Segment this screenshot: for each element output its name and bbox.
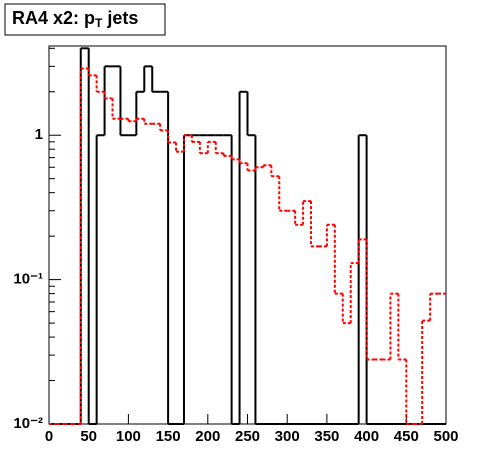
x-tick-label: 400: [354, 428, 379, 445]
y-tick-label: 10⁻¹: [13, 271, 43, 288]
x-tick-label: 300: [275, 428, 300, 445]
x-tick-label: 200: [195, 428, 220, 445]
x-tick-label: 250: [235, 428, 260, 445]
title-part: jets: [102, 8, 138, 28]
y-tick-label: 10⁻²: [13, 415, 43, 432]
x-tick-label: 100: [116, 428, 141, 445]
chart-title: RA4 x2: pT jets: [12, 8, 138, 30]
y-tick-label: 1: [35, 126, 43, 143]
x-tick-label: 0: [45, 428, 53, 445]
title-part: RA4 x2: p: [12, 8, 95, 28]
x-tick-label: 450: [394, 428, 419, 445]
title-box: [4, 3, 166, 36]
x-tick-label: 500: [433, 428, 458, 445]
x-tick-label: 350: [314, 428, 339, 445]
x-tick-label: 50: [80, 428, 97, 445]
x-tick-label: 150: [156, 428, 181, 445]
title-subscript: T: [95, 16, 103, 30]
